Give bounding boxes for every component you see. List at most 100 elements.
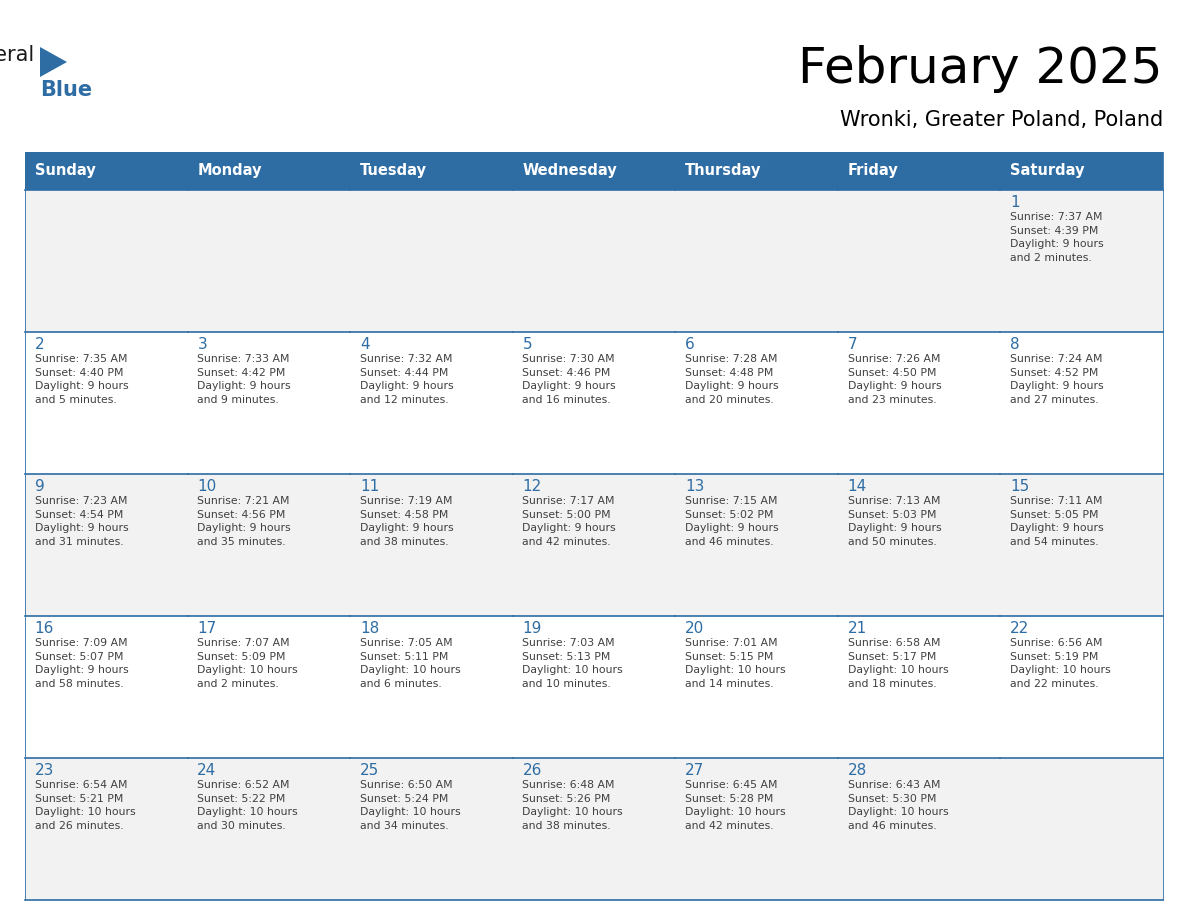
Text: 8: 8 (1010, 337, 1019, 352)
Text: Sunday: Sunday (34, 163, 95, 178)
Text: 14: 14 (847, 479, 867, 494)
Bar (513, 190, 675, 332)
Bar (675, 616, 838, 758)
Polygon shape (40, 47, 67, 77)
Text: 10: 10 (197, 479, 216, 494)
Bar (838, 190, 1000, 332)
Text: 11: 11 (360, 479, 379, 494)
Text: Tuesday: Tuesday (360, 163, 426, 178)
Bar (675, 474, 838, 616)
Bar (350, 474, 513, 616)
Text: 22: 22 (1010, 621, 1030, 636)
Text: Sunrise: 6:43 AM
Sunset: 5:30 PM
Daylight: 10 hours
and 46 minutes.: Sunrise: 6:43 AM Sunset: 5:30 PM Dayligh… (847, 780, 948, 831)
Text: 15: 15 (1010, 479, 1030, 494)
Text: 2: 2 (34, 337, 44, 352)
Text: Sunrise: 7:09 AM
Sunset: 5:07 PM
Daylight: 9 hours
and 58 minutes.: Sunrise: 7:09 AM Sunset: 5:07 PM Dayligh… (34, 638, 128, 688)
Bar (838, 332, 1000, 474)
Bar (188, 332, 350, 474)
Text: 25: 25 (360, 763, 379, 778)
Text: General: General (0, 45, 34, 65)
Text: Saturday: Saturday (1010, 163, 1085, 178)
Text: Sunrise: 7:15 AM
Sunset: 5:02 PM
Daylight: 9 hours
and 46 minutes.: Sunrise: 7:15 AM Sunset: 5:02 PM Dayligh… (685, 496, 778, 547)
Text: 12: 12 (523, 479, 542, 494)
Bar (188, 758, 350, 900)
Text: 13: 13 (685, 479, 704, 494)
Bar (25, 758, 188, 900)
Text: Sunrise: 6:45 AM
Sunset: 5:28 PM
Daylight: 10 hours
and 42 minutes.: Sunrise: 6:45 AM Sunset: 5:28 PM Dayligh… (685, 780, 785, 831)
Bar (513, 152, 675, 190)
Text: Sunrise: 7:19 AM
Sunset: 4:58 PM
Daylight: 9 hours
and 38 minutes.: Sunrise: 7:19 AM Sunset: 4:58 PM Dayligh… (360, 496, 454, 547)
Text: Sunrise: 7:24 AM
Sunset: 4:52 PM
Daylight: 9 hours
and 27 minutes.: Sunrise: 7:24 AM Sunset: 4:52 PM Dayligh… (1010, 354, 1104, 405)
Bar (513, 332, 675, 474)
Text: Wronki, Greater Poland, Poland: Wronki, Greater Poland, Poland (840, 110, 1163, 130)
Text: Blue: Blue (40, 80, 93, 100)
Text: Sunrise: 7:28 AM
Sunset: 4:48 PM
Daylight: 9 hours
and 20 minutes.: Sunrise: 7:28 AM Sunset: 4:48 PM Dayligh… (685, 354, 778, 405)
Text: Sunrise: 7:21 AM
Sunset: 4:56 PM
Daylight: 9 hours
and 35 minutes.: Sunrise: 7:21 AM Sunset: 4:56 PM Dayligh… (197, 496, 291, 547)
Text: 23: 23 (34, 763, 55, 778)
Text: Sunrise: 7:32 AM
Sunset: 4:44 PM
Daylight: 9 hours
and 12 minutes.: Sunrise: 7:32 AM Sunset: 4:44 PM Dayligh… (360, 354, 454, 405)
Text: 16: 16 (34, 621, 55, 636)
Text: 1: 1 (1010, 195, 1019, 210)
Bar (25, 616, 188, 758)
Text: 18: 18 (360, 621, 379, 636)
Bar (25, 474, 188, 616)
Text: Sunrise: 7:26 AM
Sunset: 4:50 PM
Daylight: 9 hours
and 23 minutes.: Sunrise: 7:26 AM Sunset: 4:50 PM Dayligh… (847, 354, 941, 405)
Text: 26: 26 (523, 763, 542, 778)
Text: Sunrise: 7:13 AM
Sunset: 5:03 PM
Daylight: 9 hours
and 50 minutes.: Sunrise: 7:13 AM Sunset: 5:03 PM Dayligh… (847, 496, 941, 547)
Bar (25, 190, 188, 332)
Text: February 2025: February 2025 (798, 45, 1163, 93)
Bar (350, 152, 513, 190)
Text: 7: 7 (847, 337, 858, 352)
Bar (350, 332, 513, 474)
Bar (25, 152, 188, 190)
Bar (188, 616, 350, 758)
Text: Sunrise: 7:35 AM
Sunset: 4:40 PM
Daylight: 9 hours
and 5 minutes.: Sunrise: 7:35 AM Sunset: 4:40 PM Dayligh… (34, 354, 128, 405)
Bar (1000, 190, 1163, 332)
Text: 27: 27 (685, 763, 704, 778)
Text: Sunrise: 6:52 AM
Sunset: 5:22 PM
Daylight: 10 hours
and 30 minutes.: Sunrise: 6:52 AM Sunset: 5:22 PM Dayligh… (197, 780, 298, 831)
Text: Sunrise: 6:54 AM
Sunset: 5:21 PM
Daylight: 10 hours
and 26 minutes.: Sunrise: 6:54 AM Sunset: 5:21 PM Dayligh… (34, 780, 135, 831)
Text: 9: 9 (34, 479, 44, 494)
Text: 19: 19 (523, 621, 542, 636)
Text: Sunrise: 6:50 AM
Sunset: 5:24 PM
Daylight: 10 hours
and 34 minutes.: Sunrise: 6:50 AM Sunset: 5:24 PM Dayligh… (360, 780, 461, 831)
Text: Friday: Friday (847, 163, 898, 178)
Bar (25, 332, 188, 474)
Text: Sunrise: 7:33 AM
Sunset: 4:42 PM
Daylight: 9 hours
and 9 minutes.: Sunrise: 7:33 AM Sunset: 4:42 PM Dayligh… (197, 354, 291, 405)
Text: Sunrise: 7:37 AM
Sunset: 4:39 PM
Daylight: 9 hours
and 2 minutes.: Sunrise: 7:37 AM Sunset: 4:39 PM Dayligh… (1010, 212, 1104, 263)
Bar (675, 332, 838, 474)
Text: 3: 3 (197, 337, 207, 352)
Bar (675, 152, 838, 190)
Text: 24: 24 (197, 763, 216, 778)
Text: Sunrise: 7:01 AM
Sunset: 5:15 PM
Daylight: 10 hours
and 14 minutes.: Sunrise: 7:01 AM Sunset: 5:15 PM Dayligh… (685, 638, 785, 688)
Text: 6: 6 (685, 337, 695, 352)
Bar (513, 616, 675, 758)
Text: Monday: Monday (197, 163, 261, 178)
Bar (838, 758, 1000, 900)
Text: Thursday: Thursday (685, 163, 762, 178)
Bar (1000, 332, 1163, 474)
Bar (675, 758, 838, 900)
Text: Sunrise: 6:56 AM
Sunset: 5:19 PM
Daylight: 10 hours
and 22 minutes.: Sunrise: 6:56 AM Sunset: 5:19 PM Dayligh… (1010, 638, 1111, 688)
Text: Sunrise: 7:30 AM
Sunset: 4:46 PM
Daylight: 9 hours
and 16 minutes.: Sunrise: 7:30 AM Sunset: 4:46 PM Dayligh… (523, 354, 617, 405)
Bar (838, 152, 1000, 190)
Text: Sunrise: 6:48 AM
Sunset: 5:26 PM
Daylight: 10 hours
and 38 minutes.: Sunrise: 6:48 AM Sunset: 5:26 PM Dayligh… (523, 780, 623, 831)
Bar (188, 474, 350, 616)
Bar (350, 616, 513, 758)
Bar (1000, 616, 1163, 758)
Bar (838, 474, 1000, 616)
Text: 20: 20 (685, 621, 704, 636)
Bar (188, 152, 350, 190)
Text: Sunrise: 7:05 AM
Sunset: 5:11 PM
Daylight: 10 hours
and 6 minutes.: Sunrise: 7:05 AM Sunset: 5:11 PM Dayligh… (360, 638, 461, 688)
Text: Sunrise: 7:03 AM
Sunset: 5:13 PM
Daylight: 10 hours
and 10 minutes.: Sunrise: 7:03 AM Sunset: 5:13 PM Dayligh… (523, 638, 623, 688)
Bar (513, 758, 675, 900)
Bar (838, 616, 1000, 758)
Text: 21: 21 (847, 621, 867, 636)
Text: 28: 28 (847, 763, 867, 778)
Text: Sunrise: 7:07 AM
Sunset: 5:09 PM
Daylight: 10 hours
and 2 minutes.: Sunrise: 7:07 AM Sunset: 5:09 PM Dayligh… (197, 638, 298, 688)
Bar (188, 190, 350, 332)
Text: 4: 4 (360, 337, 369, 352)
Bar (350, 190, 513, 332)
Text: Wednesday: Wednesday (523, 163, 618, 178)
Bar (675, 190, 838, 332)
Text: Sunrise: 7:17 AM
Sunset: 5:00 PM
Daylight: 9 hours
and 42 minutes.: Sunrise: 7:17 AM Sunset: 5:00 PM Dayligh… (523, 496, 617, 547)
